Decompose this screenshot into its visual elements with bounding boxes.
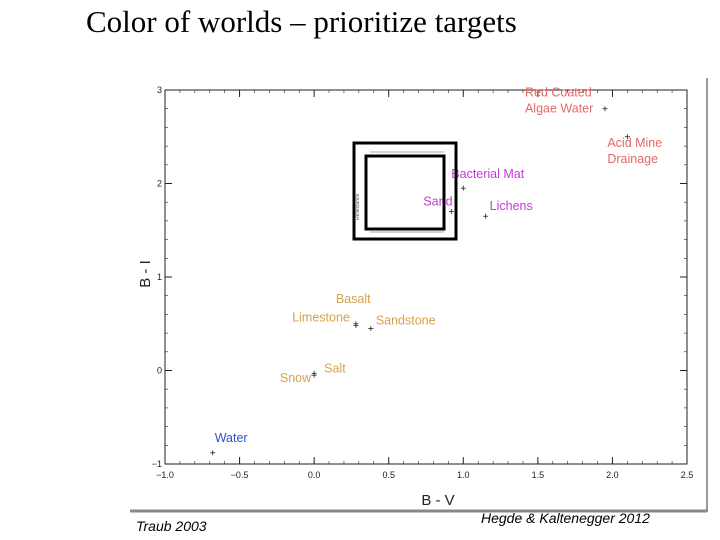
x-tick-label: 0.5 xyxy=(382,470,395,480)
citation-left: Traub 2003 xyxy=(136,518,207,534)
x-tick-label: 2.0 xyxy=(606,470,619,480)
inset-axis-label: Reflectance xyxy=(355,193,361,220)
point-label: Red Coated xyxy=(525,86,592,100)
y-tick-label: 2 xyxy=(157,179,162,189)
data-point: Water xyxy=(210,431,248,456)
point-label: Basalt xyxy=(336,292,371,306)
point-label: Sand xyxy=(423,195,452,209)
data-point: Lichens xyxy=(483,199,533,219)
inset-inner-box xyxy=(364,154,446,231)
y-tick-label: 1 xyxy=(157,272,162,282)
data-point: Snow xyxy=(280,371,317,385)
y-tick-label: 3 xyxy=(157,85,162,95)
x-tick-label: 1.0 xyxy=(457,470,470,480)
data-marks: Red Coated Algae Water Acid Mine Drainage Ba… xyxy=(210,86,662,456)
slide-title: Color of worlds – prioritize targets xyxy=(86,4,517,39)
data-point: Sandstone xyxy=(368,313,436,331)
x-tick-label: 0.0 xyxy=(308,470,321,480)
point-label: Water xyxy=(215,431,248,445)
axes: −1.0 −0.5 0.0 0.5 1.0 1.5 2.0 2.5 −1 0 1 2 3 B - V B -… xyxy=(137,85,693,509)
data-point: Bacterial Mat xyxy=(451,167,525,191)
x-tick-label: 1.5 xyxy=(532,470,545,480)
data-point: Red Coated Algae Water xyxy=(525,86,608,116)
point-label: Snow xyxy=(280,371,312,385)
y-tick-label: −1 xyxy=(152,459,162,469)
point-label: Algae Water xyxy=(525,102,593,116)
point-label: Lichens xyxy=(490,199,533,213)
inset-thumbnail: Reflectance xyxy=(352,141,458,241)
citation-right: Hegde & Kaltenegger 2012 xyxy=(481,510,650,526)
data-point: Limestone xyxy=(292,311,359,329)
x-tick-label: −0.5 xyxy=(231,470,249,480)
y-tick-label: 0 xyxy=(157,366,162,376)
y-axis-title: B - I xyxy=(137,260,154,288)
x-tick-label: 2.5 xyxy=(681,470,694,480)
point-label: Sandstone xyxy=(376,313,436,327)
inset-outer-box xyxy=(352,141,458,241)
point-label: Drainage xyxy=(607,152,658,166)
point-label: Bacterial Mat xyxy=(451,167,524,181)
point-label: Acid Mine xyxy=(607,136,662,150)
point-label: Salt xyxy=(324,361,346,375)
x-tick-label: −1.0 xyxy=(156,470,174,480)
data-point: Acid Mine Drainage xyxy=(607,134,662,166)
point-label: Limestone xyxy=(292,311,350,325)
x-axis-title: B - V xyxy=(421,492,454,509)
